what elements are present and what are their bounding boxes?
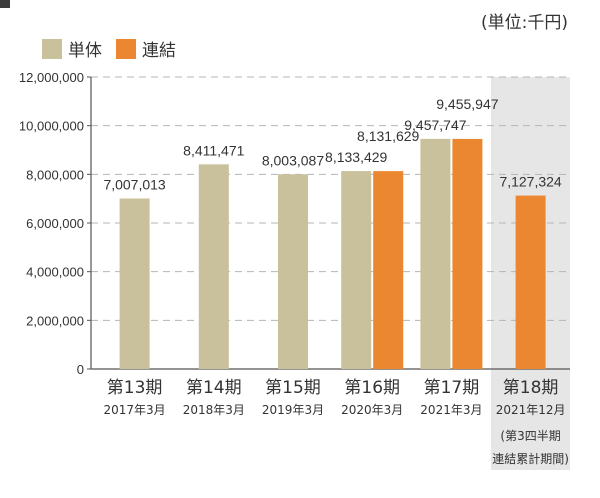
category-period-label: 第17期: [424, 378, 480, 398]
y-tick-label: 6,000,000: [26, 216, 84, 231]
category-period-label: 第14期: [186, 378, 242, 398]
category-date-label: 2020年3月: [341, 403, 403, 417]
bar-single: [198, 164, 229, 369]
data-label-single: 8,003,087: [262, 152, 324, 168]
legend-item-consolidated: 連結: [116, 36, 176, 61]
category-note-label: 連結累計期間): [492, 451, 569, 466]
category-date-label: 2017年3月: [104, 403, 166, 417]
category-date-label: 2021年3月: [420, 403, 482, 417]
category-note-label: (第3四半期: [500, 429, 560, 443]
y-tick-label: 10,000,000: [19, 119, 84, 134]
category-date-label: 2019年3月: [262, 403, 324, 417]
y-tick-label: 4,000,000: [26, 265, 84, 280]
category-date-label: 2018年3月: [183, 403, 245, 417]
data-label-single: 7,007,013: [103, 176, 165, 192]
legend-label-single: 単体: [68, 41, 102, 61]
bar-single: [341, 171, 372, 369]
bar-consolidated: [452, 138, 483, 369]
data-label-consolidated: 7,127,324: [499, 174, 561, 190]
legend-label-consolidated: 連結: [142, 41, 176, 61]
y-tick-label: 0: [77, 362, 84, 377]
category-period-label: 第13期: [107, 378, 163, 398]
bar-single: [119, 198, 150, 369]
data-label-single: 8,411,471: [183, 142, 244, 158]
y-tick-label: 2,000,000: [26, 313, 84, 328]
legend-item-single: 単体: [42, 36, 102, 61]
category-period-label: 第15期: [265, 378, 321, 398]
legend-swatch-consolidated: [116, 38, 136, 59]
legend: 単体 連結: [42, 36, 190, 61]
category-period-label: 第16期: [344, 378, 400, 398]
unit-note: (単位:千円): [481, 13, 568, 33]
data-label-consolidated: 8,131,629: [357, 128, 419, 144]
legend-swatch-single: [42, 38, 62, 59]
bar-consolidated: [373, 171, 404, 369]
data-label-single: 9,457,747: [404, 117, 466, 133]
category-date-label: 2021年12月: [496, 403, 566, 417]
category-period-label: 第18期: [503, 378, 559, 398]
data-label-single: 8,133,429: [325, 149, 387, 165]
bar-single: [278, 174, 308, 369]
bar-consolidated: [515, 195, 546, 369]
y-tick-label: 12,000,000: [19, 70, 84, 85]
y-tick-label: 8,000,000: [26, 167, 84, 182]
corner-mark: [0, 0, 10, 8]
data-label-consolidated: 9,455,947: [436, 96, 498, 112]
bar-single: [420, 138, 451, 369]
